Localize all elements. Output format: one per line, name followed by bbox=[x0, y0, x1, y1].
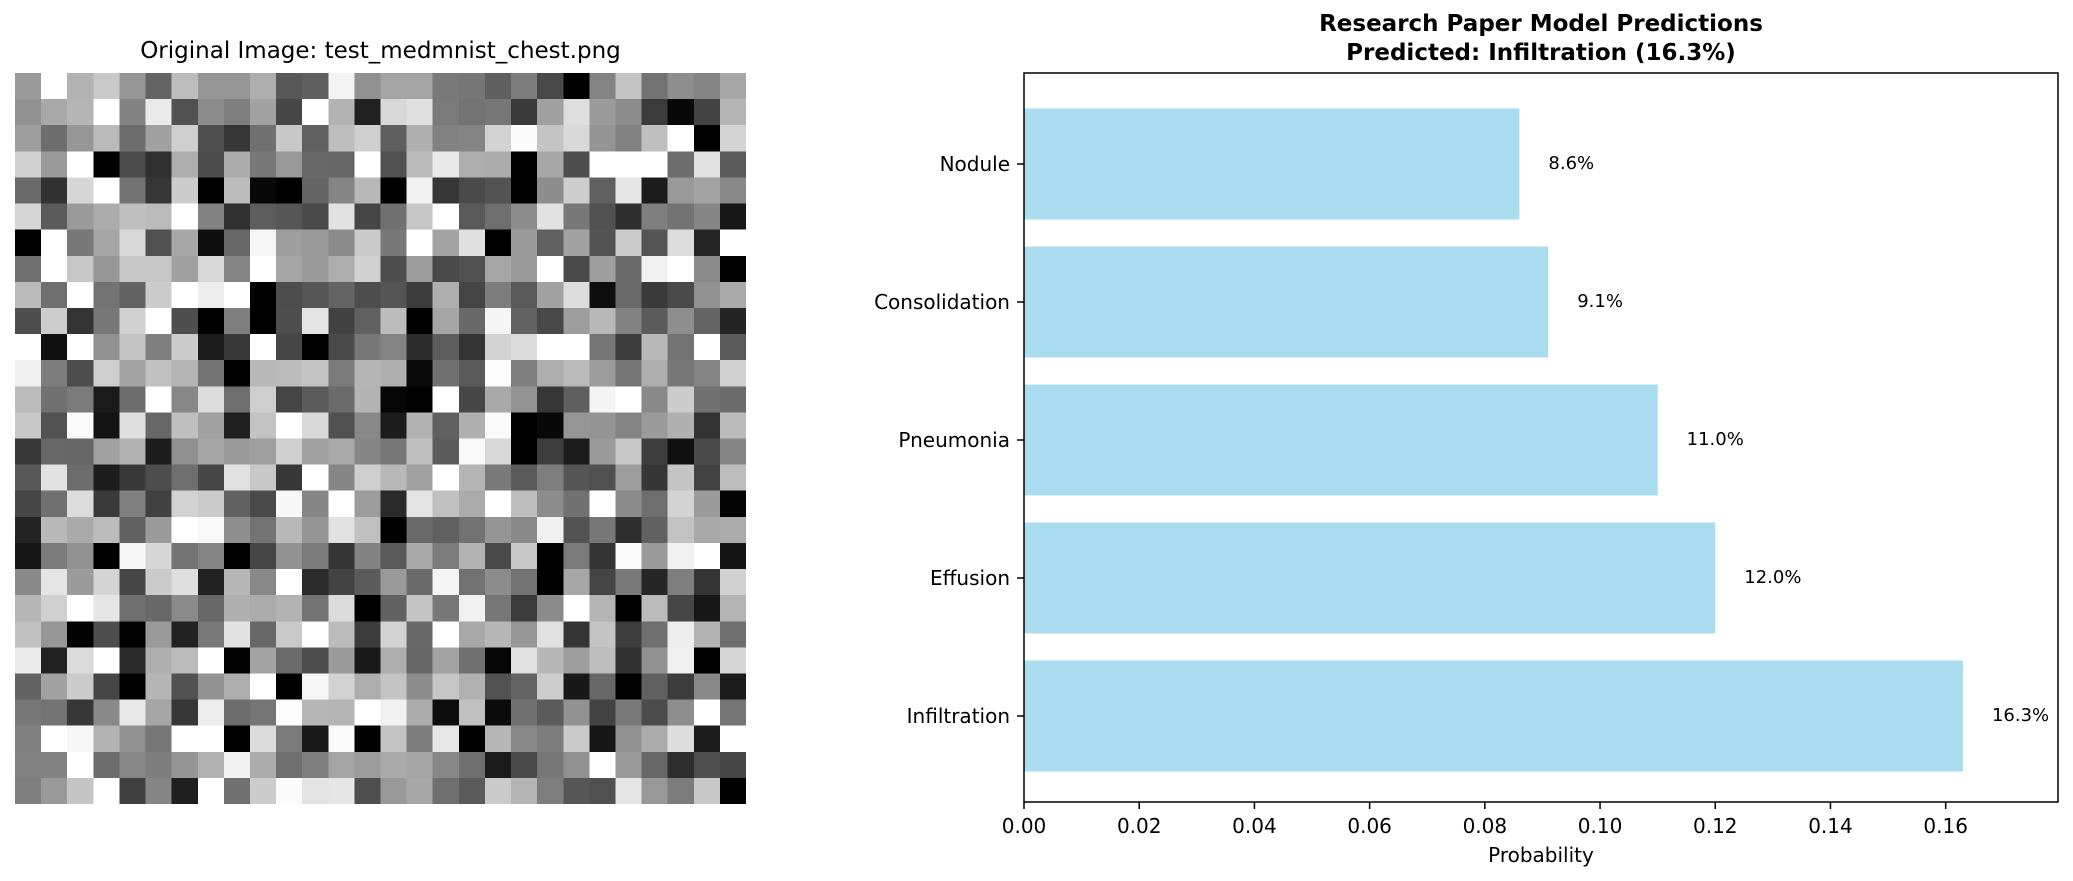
bar-value-label: 8.6% bbox=[1548, 153, 1594, 174]
bar-consolidation bbox=[1024, 246, 1549, 358]
x-tick-label: 0.00 bbox=[1002, 814, 1047, 838]
x-tick-label: 0.06 bbox=[1347, 814, 1392, 838]
y-tick-label: Effusion bbox=[930, 566, 1010, 590]
x-tick-label: 0.16 bbox=[1923, 814, 1968, 838]
bar-nodule bbox=[1024, 108, 1520, 220]
chest-xray-pixel-image bbox=[15, 73, 746, 804]
plot-frame bbox=[1023, 72, 2059, 803]
bar-value-label: 12.0% bbox=[1744, 567, 1801, 588]
bar-effusion bbox=[1024, 522, 1716, 634]
bar-value-label: 11.0% bbox=[1687, 429, 1744, 450]
bar-infiltration bbox=[1024, 660, 1963, 772]
x-tick-label: 0.10 bbox=[1578, 814, 1623, 838]
x-axis-label: Probability bbox=[1488, 843, 1594, 867]
y-tick-label: Nodule bbox=[940, 152, 1010, 176]
chart-subtitle: Predicted: Infiltration (16.3%) bbox=[1346, 40, 1736, 66]
chart-title: Research Paper Model Predictions bbox=[1319, 11, 1763, 37]
x-tick-label: 0.04 bbox=[1232, 814, 1277, 838]
y-tick-label: Infiltration bbox=[907, 704, 1010, 728]
x-tick-label: 0.14 bbox=[1808, 814, 1853, 838]
y-tick-label: Pneumonia bbox=[898, 428, 1010, 452]
y-tick-label: Consolidation bbox=[874, 290, 1010, 314]
chart-title-block: Research Paper Model Predictions Predict… bbox=[1024, 10, 2058, 68]
bar-value-label: 9.1% bbox=[1577, 291, 1623, 312]
x-tick-label: 0.12 bbox=[1693, 814, 1738, 838]
image-panel-title: Original Image: test_medmnist_chest.png bbox=[140, 38, 621, 64]
x-tick-label: 0.08 bbox=[1463, 814, 1508, 838]
bar-pneumonia bbox=[1024, 384, 1658, 496]
bar-value-label: 16.3% bbox=[1992, 705, 2049, 726]
x-tick-label: 0.02 bbox=[1117, 814, 1162, 838]
